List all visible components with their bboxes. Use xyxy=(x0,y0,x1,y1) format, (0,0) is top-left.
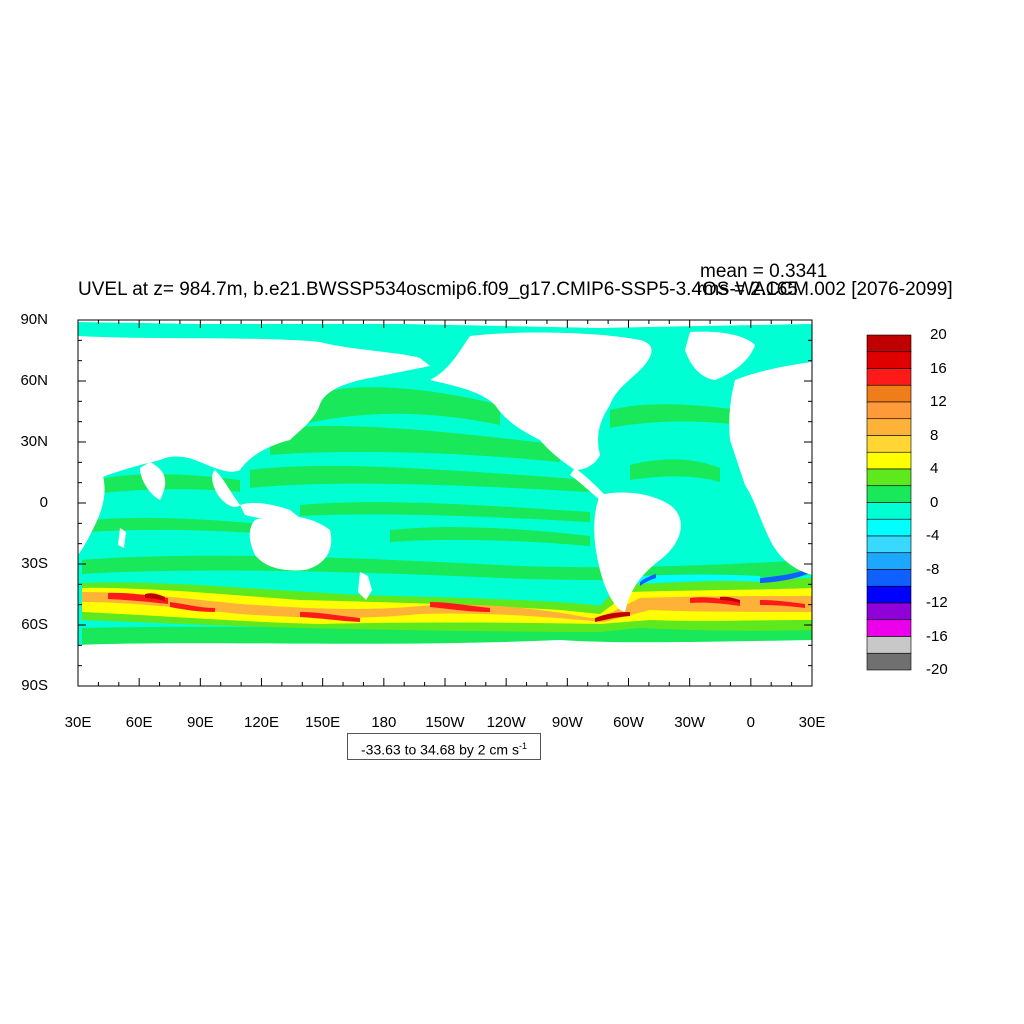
colorbar-swatch xyxy=(866,652,912,671)
colorbar-swatch xyxy=(866,418,912,436)
colorbar-swatch xyxy=(866,636,912,654)
central-america xyxy=(570,468,605,500)
lon-tick-label: 60W xyxy=(613,714,644,731)
greenland xyxy=(685,331,755,380)
indochina xyxy=(212,470,240,507)
lon-tick-label: 30E xyxy=(64,714,92,731)
colorbar-swatch xyxy=(866,619,912,637)
madagascar xyxy=(118,528,126,548)
lon-tick-label: 30W xyxy=(674,714,706,731)
westward-jets xyxy=(640,568,810,586)
colorbar-swatch xyxy=(866,518,912,537)
colorbar-swatch xyxy=(866,351,912,369)
colorbar-swatch xyxy=(866,468,912,487)
eurasia xyxy=(78,336,430,480)
colorbar-label: 12 xyxy=(930,393,947,410)
lat-tick-label: 30S xyxy=(21,555,48,572)
colorbar-swatch xyxy=(866,451,912,470)
contour-info-unit-exponent: -1 xyxy=(518,741,527,751)
colorbar-swatch xyxy=(866,485,912,503)
colorbar-swatch xyxy=(866,552,912,570)
stats-rms: rms = 2.165 xyxy=(697,279,798,300)
lon-tick-label: 60E xyxy=(125,714,153,731)
lat-tick-label: 30N xyxy=(20,433,48,450)
colorbar-swatch xyxy=(866,585,912,604)
land-masses xyxy=(78,320,812,686)
colorbar-label: 0 xyxy=(930,493,939,511)
lon-tick-label: 30E xyxy=(798,714,826,731)
lat-tick-label: 0 xyxy=(39,494,48,511)
colorbar-label: -12 xyxy=(926,594,948,611)
africa-west xyxy=(78,468,105,555)
antarctica xyxy=(78,640,812,686)
lon-tick-label: 90E xyxy=(186,714,214,731)
lat-tick-label: 90N xyxy=(20,311,48,328)
map-panel xyxy=(78,320,812,686)
colorbar-label: -8 xyxy=(926,560,940,578)
colorbar-swatch xyxy=(866,435,912,453)
colorbar-label: -20 xyxy=(926,661,948,678)
lat-tick-label: 60N xyxy=(20,372,48,389)
colorbar-swatch xyxy=(866,569,912,587)
new-zealand xyxy=(358,572,372,600)
lat-tick-label: 90S xyxy=(21,677,48,694)
lon-tick-label: 120E xyxy=(243,714,280,731)
colorbar-label: 16 xyxy=(930,359,947,377)
colorbar-swatch xyxy=(866,368,912,386)
colorbar-swatch xyxy=(866,384,912,403)
colorbar-label: 4 xyxy=(930,460,939,477)
lon-tick-label: 150W xyxy=(425,714,465,731)
lon-tick-label: 120W xyxy=(486,714,526,731)
colorbar xyxy=(866,334,912,671)
lon-tick-label: 90W xyxy=(551,714,583,731)
north-america xyxy=(430,332,652,470)
colorbar-swatch xyxy=(866,502,912,520)
lon-tick-label: 0 xyxy=(746,714,755,731)
contour-info-box: -33.63 to 34.68 by 2 cm s-1 xyxy=(347,733,541,760)
lon-tick-label: 180 xyxy=(371,714,397,731)
contour-info-text: -33.63 to 34.68 by 2 cm s xyxy=(361,741,519,758)
australia xyxy=(249,515,332,571)
colorbar-label: -4 xyxy=(926,527,940,544)
colorbar-swatch xyxy=(866,602,912,621)
india xyxy=(140,462,166,500)
colorbar-label: -16 xyxy=(926,627,948,645)
lat-tick-label: 60S xyxy=(21,616,48,633)
colorbar-label: 8 xyxy=(930,426,939,444)
south-america xyxy=(594,492,681,612)
colorbar-label: 20 xyxy=(930,326,947,343)
colorbar-swatch xyxy=(866,401,912,420)
stats-mean: mean = 0.3341 xyxy=(700,261,828,282)
lon-tick-label: 150E xyxy=(305,714,341,731)
figure-title: UVEL at z= 984.7m, b.e21.BWSSP534oscmip6… xyxy=(78,279,953,300)
colorbar-swatch xyxy=(866,535,912,554)
europe-africa xyxy=(729,362,812,575)
axis-ticks xyxy=(77,319,813,687)
colorbar-swatch xyxy=(866,334,912,353)
